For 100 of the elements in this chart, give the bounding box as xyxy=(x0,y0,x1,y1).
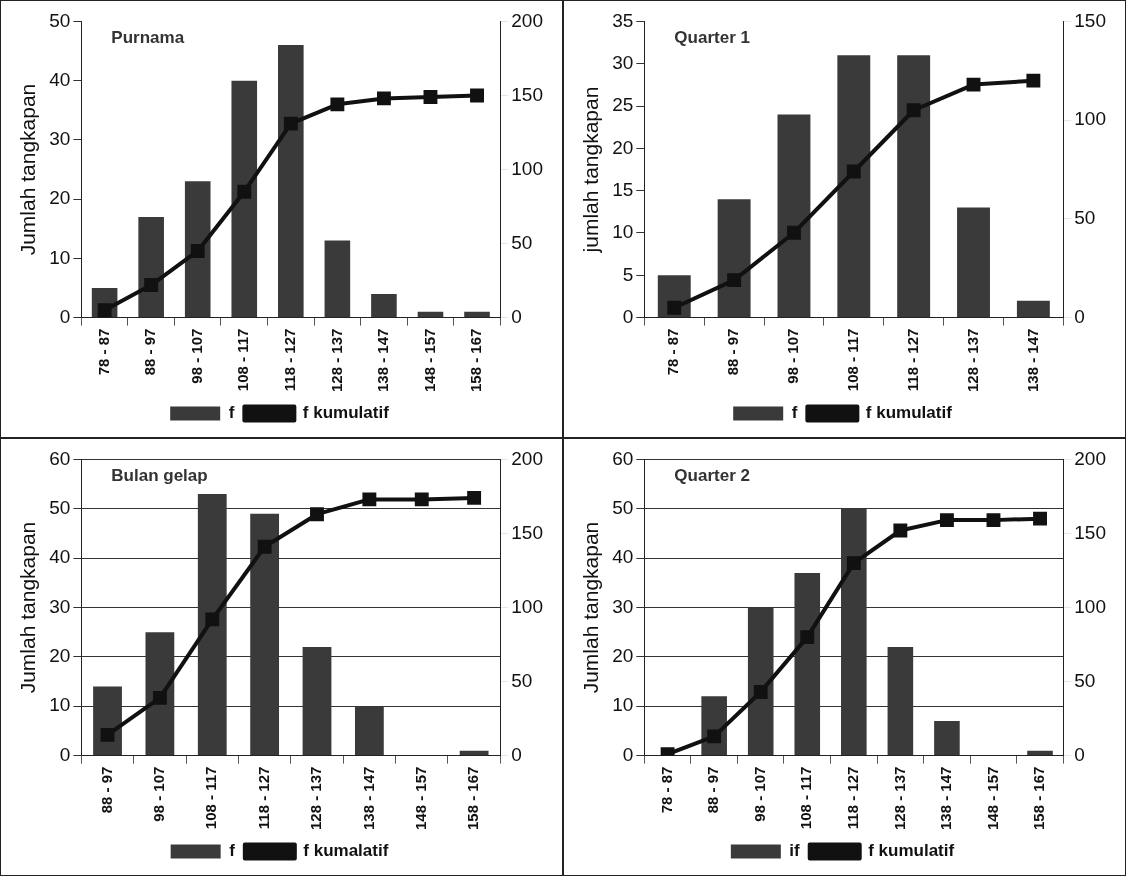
bar xyxy=(957,207,990,317)
point xyxy=(100,727,115,742)
x-tick-label: 108 - 117 xyxy=(234,328,252,391)
y-axis-title: Jumlah tangkapan xyxy=(16,83,40,255)
point xyxy=(283,116,298,131)
bar xyxy=(231,80,258,317)
y2-tick-label: 50 xyxy=(511,231,533,253)
y2-tick-label: 100 xyxy=(1074,107,1106,129)
point xyxy=(414,491,429,506)
y-tick-label: 60 xyxy=(612,447,634,469)
y-tick-label: 50 xyxy=(49,9,71,31)
point xyxy=(152,690,167,705)
y-tick-label: 20 xyxy=(49,644,71,666)
y-tick-label: 10 xyxy=(49,693,71,715)
y-tick-label: 35 xyxy=(612,9,634,31)
legend-label: f kumulatif xyxy=(868,840,955,860)
point xyxy=(310,506,324,521)
x-tick-label: 88 - 97 xyxy=(724,328,742,375)
y-tick-label: 0 xyxy=(59,743,71,765)
bar xyxy=(417,311,444,317)
point xyxy=(846,555,861,570)
x-tick-label: 128 - 137 xyxy=(327,328,345,392)
y-tick-label: 50 xyxy=(49,496,71,518)
x-tick-label: 138 - 147 xyxy=(374,328,392,392)
y2-tick-label: 200 xyxy=(511,447,543,469)
bar xyxy=(1016,300,1050,317)
x-tick-label: 108 - 117 xyxy=(843,328,861,391)
y-axis-title: Jumlah tangkapan xyxy=(16,521,40,693)
y2-tick-label: 150 xyxy=(511,83,543,105)
y2-tick-label: 50 xyxy=(511,669,533,691)
y-tick-label: 30 xyxy=(49,127,71,149)
bar xyxy=(934,720,960,755)
point xyxy=(966,77,981,92)
y-tick-label: 60 xyxy=(49,447,71,469)
point xyxy=(467,490,482,505)
point xyxy=(205,611,220,626)
y2-tick-label: 150 xyxy=(511,521,543,543)
chart-title: Quarter 2 xyxy=(674,465,750,485)
y-tick-label: 20 xyxy=(49,186,71,208)
x-tick-label: 128 - 137 xyxy=(963,328,981,392)
x-tick-label: 148 - 157 xyxy=(411,766,429,830)
bar xyxy=(837,54,871,317)
point xyxy=(423,89,438,104)
y-tick-label: 30 xyxy=(612,595,634,617)
legend-label: f kumulatif xyxy=(865,402,953,422)
y2-tick-label: 50 xyxy=(1074,669,1096,691)
y-tick-label: 20 xyxy=(612,644,634,666)
y2-tick-label: 150 xyxy=(1074,9,1106,31)
y2-tick-label: 200 xyxy=(511,9,543,31)
x-tick-label: 118 - 127 xyxy=(254,766,272,829)
x-tick-label: 98 - 107 xyxy=(187,328,205,384)
bar xyxy=(459,750,489,755)
chart-title: Quarter 1 xyxy=(674,27,750,47)
x-tick-label: 138 - 147 xyxy=(937,766,955,830)
x-tick-label: 118 - 127 xyxy=(903,328,921,391)
point xyxy=(237,184,252,199)
legend-label: f xyxy=(228,402,235,422)
x-tick-label: 148 - 157 xyxy=(420,328,438,392)
y-tick-label: 15 xyxy=(612,178,634,200)
y-tick-label: 0 xyxy=(622,743,634,765)
point xyxy=(330,96,345,111)
y-tick-label: 10 xyxy=(49,246,71,268)
point xyxy=(376,90,391,105)
y2-tick-label: 0 xyxy=(511,743,522,765)
x-tick-label: 108 - 117 xyxy=(797,766,815,829)
y2-tick-label: 0 xyxy=(511,305,522,327)
y-tick-label: 40 xyxy=(612,545,634,567)
legend-label: f xyxy=(229,840,236,860)
point xyxy=(144,277,159,292)
bar xyxy=(371,293,397,317)
point xyxy=(1026,73,1041,88)
y2-tick-label: 0 xyxy=(1074,743,1085,765)
point xyxy=(1033,511,1047,526)
point xyxy=(986,512,1001,527)
bar xyxy=(777,114,811,317)
x-tick-label: 108 - 117 xyxy=(202,766,220,829)
bar xyxy=(464,311,490,317)
y2-tick-label: 200 xyxy=(1074,447,1106,469)
x-tick-label: 138 - 147 xyxy=(1023,328,1041,392)
y-axis-title: Jumlah tangkapan xyxy=(579,521,603,693)
legend-label: f kumulatif xyxy=(302,402,390,422)
x-tick-label: 158 - 167 xyxy=(464,766,482,830)
bar xyxy=(278,44,304,317)
y-tick-label: 5 xyxy=(622,263,634,285)
x-tick-label: 138 - 147 xyxy=(359,766,377,830)
y2-tick-label: 0 xyxy=(1074,305,1085,327)
y-tick-label: 30 xyxy=(612,51,634,73)
x-tick-label: 88 - 97 xyxy=(704,766,722,813)
point xyxy=(257,539,272,554)
x-tick-label: 128 - 137 xyxy=(307,766,325,830)
y2-tick-label: 100 xyxy=(511,595,543,617)
y-tick-label: 0 xyxy=(622,305,634,327)
y-axis-title: jumlah tangkapan xyxy=(579,86,603,253)
x-tick-label: 118 - 127 xyxy=(843,766,861,829)
chart-title: Bulan gelap xyxy=(111,465,208,485)
bar xyxy=(138,216,164,317)
x-tick-label: 148 - 157 xyxy=(983,766,1001,830)
point xyxy=(939,512,954,527)
y-tick-label: 0 xyxy=(59,305,71,327)
point xyxy=(190,243,205,258)
